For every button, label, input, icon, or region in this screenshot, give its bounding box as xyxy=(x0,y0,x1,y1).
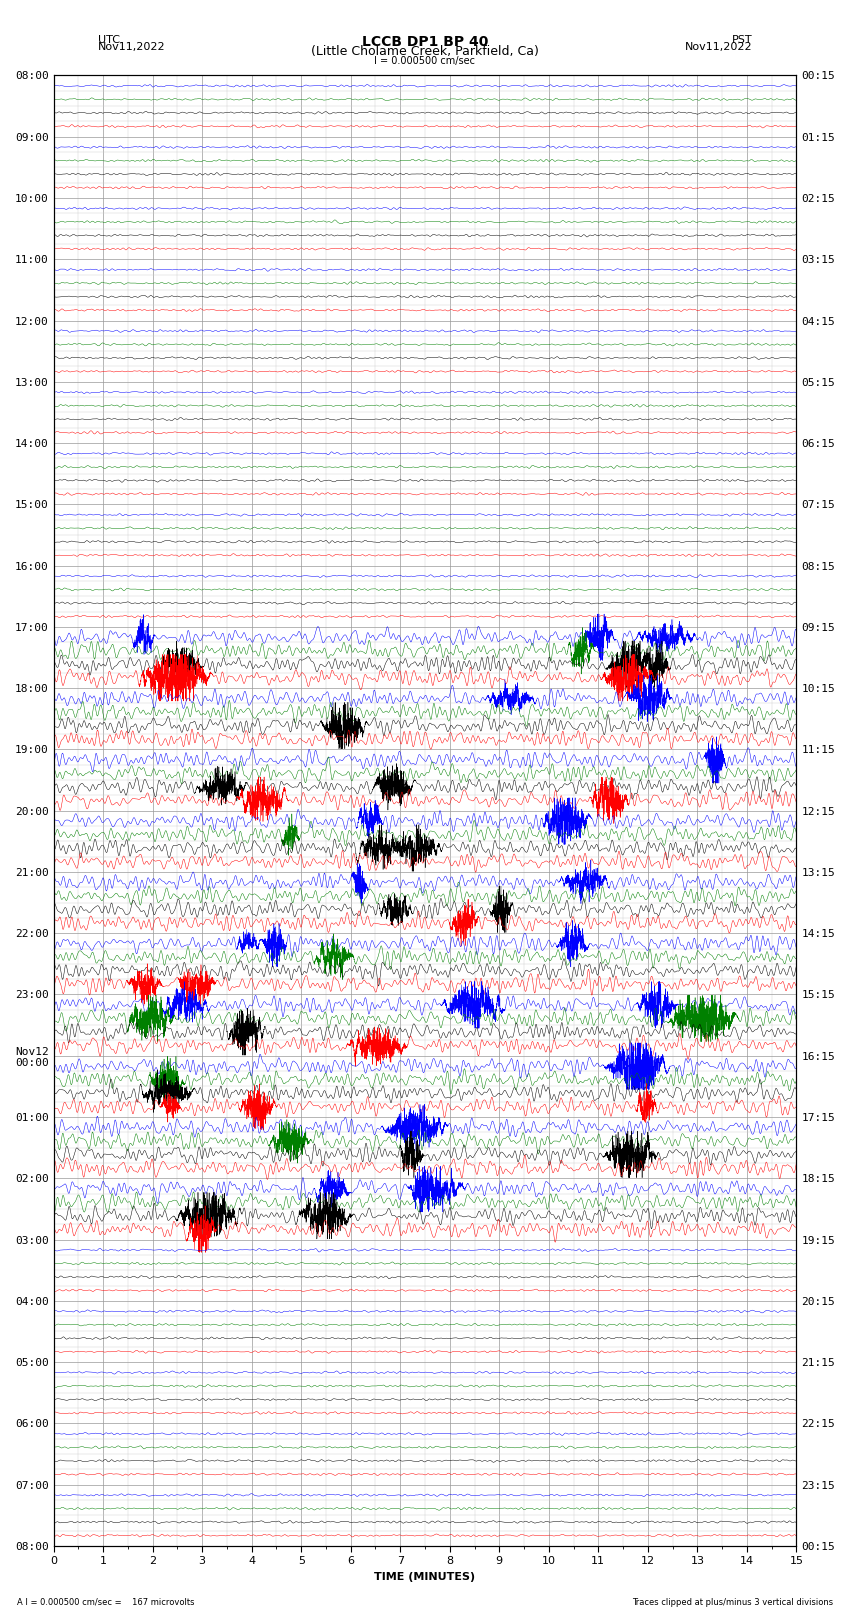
Text: UTC: UTC xyxy=(98,35,120,45)
Text: PST: PST xyxy=(732,35,752,45)
Text: (Little Cholame Creek, Parkfield, Ca): (Little Cholame Creek, Parkfield, Ca) xyxy=(311,45,539,58)
X-axis label: TIME (MINUTES): TIME (MINUTES) xyxy=(375,1573,475,1582)
Text: Nov11,2022: Nov11,2022 xyxy=(98,42,166,52)
Text: Nov11,2022: Nov11,2022 xyxy=(684,42,752,52)
Text: LCCB DP1 BP 40: LCCB DP1 BP 40 xyxy=(362,35,488,48)
Text: Traces clipped at plus/minus 3 vertical divisions: Traces clipped at plus/minus 3 vertical … xyxy=(632,1597,833,1607)
Text: A I = 0.000500 cm/sec =    167 microvolts: A I = 0.000500 cm/sec = 167 microvolts xyxy=(17,1597,195,1607)
Text: I = 0.000500 cm/sec: I = 0.000500 cm/sec xyxy=(375,56,475,66)
